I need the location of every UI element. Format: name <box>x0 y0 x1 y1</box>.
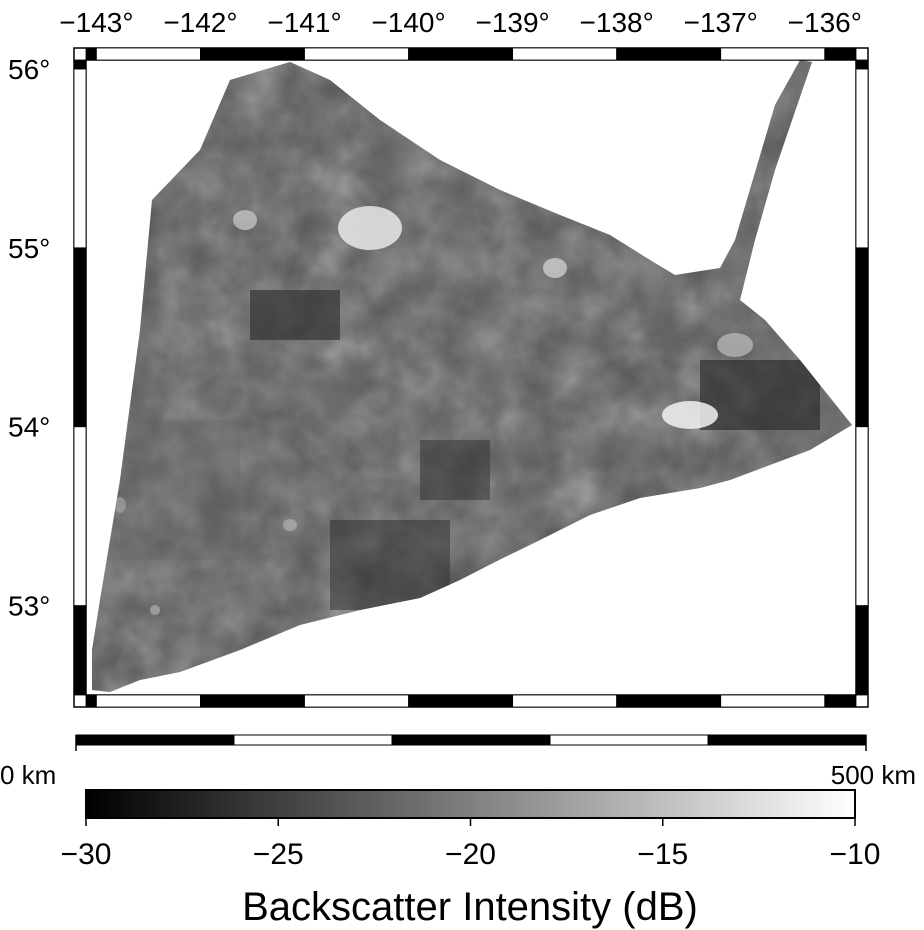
longitude-tick-label: −143° <box>59 7 133 38</box>
colorbar <box>85 789 856 819</box>
frame-block-left <box>73 426 87 606</box>
scale-bar-end-label: 500 km <box>831 760 916 790</box>
frame-block-left <box>73 59 87 70</box>
frame-block-top <box>616 47 722 61</box>
frame-block-top <box>85 47 97 61</box>
colorbar-ticks: −30 −25 −20 −15 −10 <box>61 818 881 871</box>
frame-block-bottom <box>408 694 514 708</box>
colorbar-tick-label: −10 <box>830 838 881 871</box>
frame-block-right <box>855 247 869 428</box>
frame-block-bottom <box>720 694 826 708</box>
frame-block-bottom <box>304 694 409 708</box>
frame-block-top <box>720 47 826 61</box>
frame-block-right <box>855 59 869 70</box>
frame-block-bottom <box>616 694 722 708</box>
frame-block-top <box>96 47 201 61</box>
scale-bar <box>75 734 867 751</box>
longitude-tick-label: −142° <box>163 7 237 38</box>
frame-block-top <box>200 47 305 61</box>
scale-bar-segment <box>75 734 235 746</box>
frame-block-bottom <box>85 694 97 708</box>
longitude-tick-label: −136° <box>788 7 862 38</box>
scale-bar-segment <box>391 734 551 746</box>
backscatter-mosaic <box>92 60 852 692</box>
frame-block-top <box>304 47 409 61</box>
frame-block-right <box>855 68 869 249</box>
colorbar-title: Backscatter Intensity (dB) <box>242 885 698 929</box>
frame-block-bottom <box>512 694 618 708</box>
colorbar-tick-label: −25 <box>253 838 304 871</box>
scale-bar-start-label: 0 km <box>0 760 56 790</box>
longitude-tick-label: −139° <box>475 7 549 38</box>
frame-block-right <box>855 426 869 606</box>
frame-block-top <box>512 47 618 61</box>
latitude-tick-label: 55° <box>8 233 50 264</box>
frame-block-bottom <box>200 694 305 708</box>
latitude-tick-label: 53° <box>8 591 50 622</box>
frame-block-left <box>73 68 87 249</box>
scale-bar-segment <box>233 734 393 746</box>
frame-block-left <box>73 605 87 696</box>
latitude-labels: 56° 55° 54° 53° <box>8 54 50 622</box>
frame-block-bottom <box>824 694 857 708</box>
frame-block-bottom <box>96 694 201 708</box>
colorbar-tick-label: −30 <box>61 838 112 871</box>
latitude-tick-label: 56° <box>8 54 50 85</box>
longitude-tick-label: −141° <box>267 7 341 38</box>
frame-block-right <box>855 605 869 696</box>
longitude-tick-label: −137° <box>684 7 758 38</box>
map-frame <box>73 47 869 708</box>
scale-bar-segment <box>707 734 867 746</box>
frame-block-left <box>73 247 87 428</box>
latitude-tick-label: 54° <box>8 412 50 443</box>
longitude-tick-label: −140° <box>371 7 445 38</box>
colorbar-tick-label: −15 <box>637 838 688 871</box>
longitude-tick-label: −138° <box>580 7 654 38</box>
colorbar-tick-label: −20 <box>445 838 496 871</box>
scale-bar-segment <box>549 734 709 746</box>
frame-block-top <box>824 47 857 61</box>
longitude-labels: −143° −142° −141° −140° −139° −138° −137° −136° <box>59 7 862 38</box>
frame-block-top <box>408 47 514 61</box>
